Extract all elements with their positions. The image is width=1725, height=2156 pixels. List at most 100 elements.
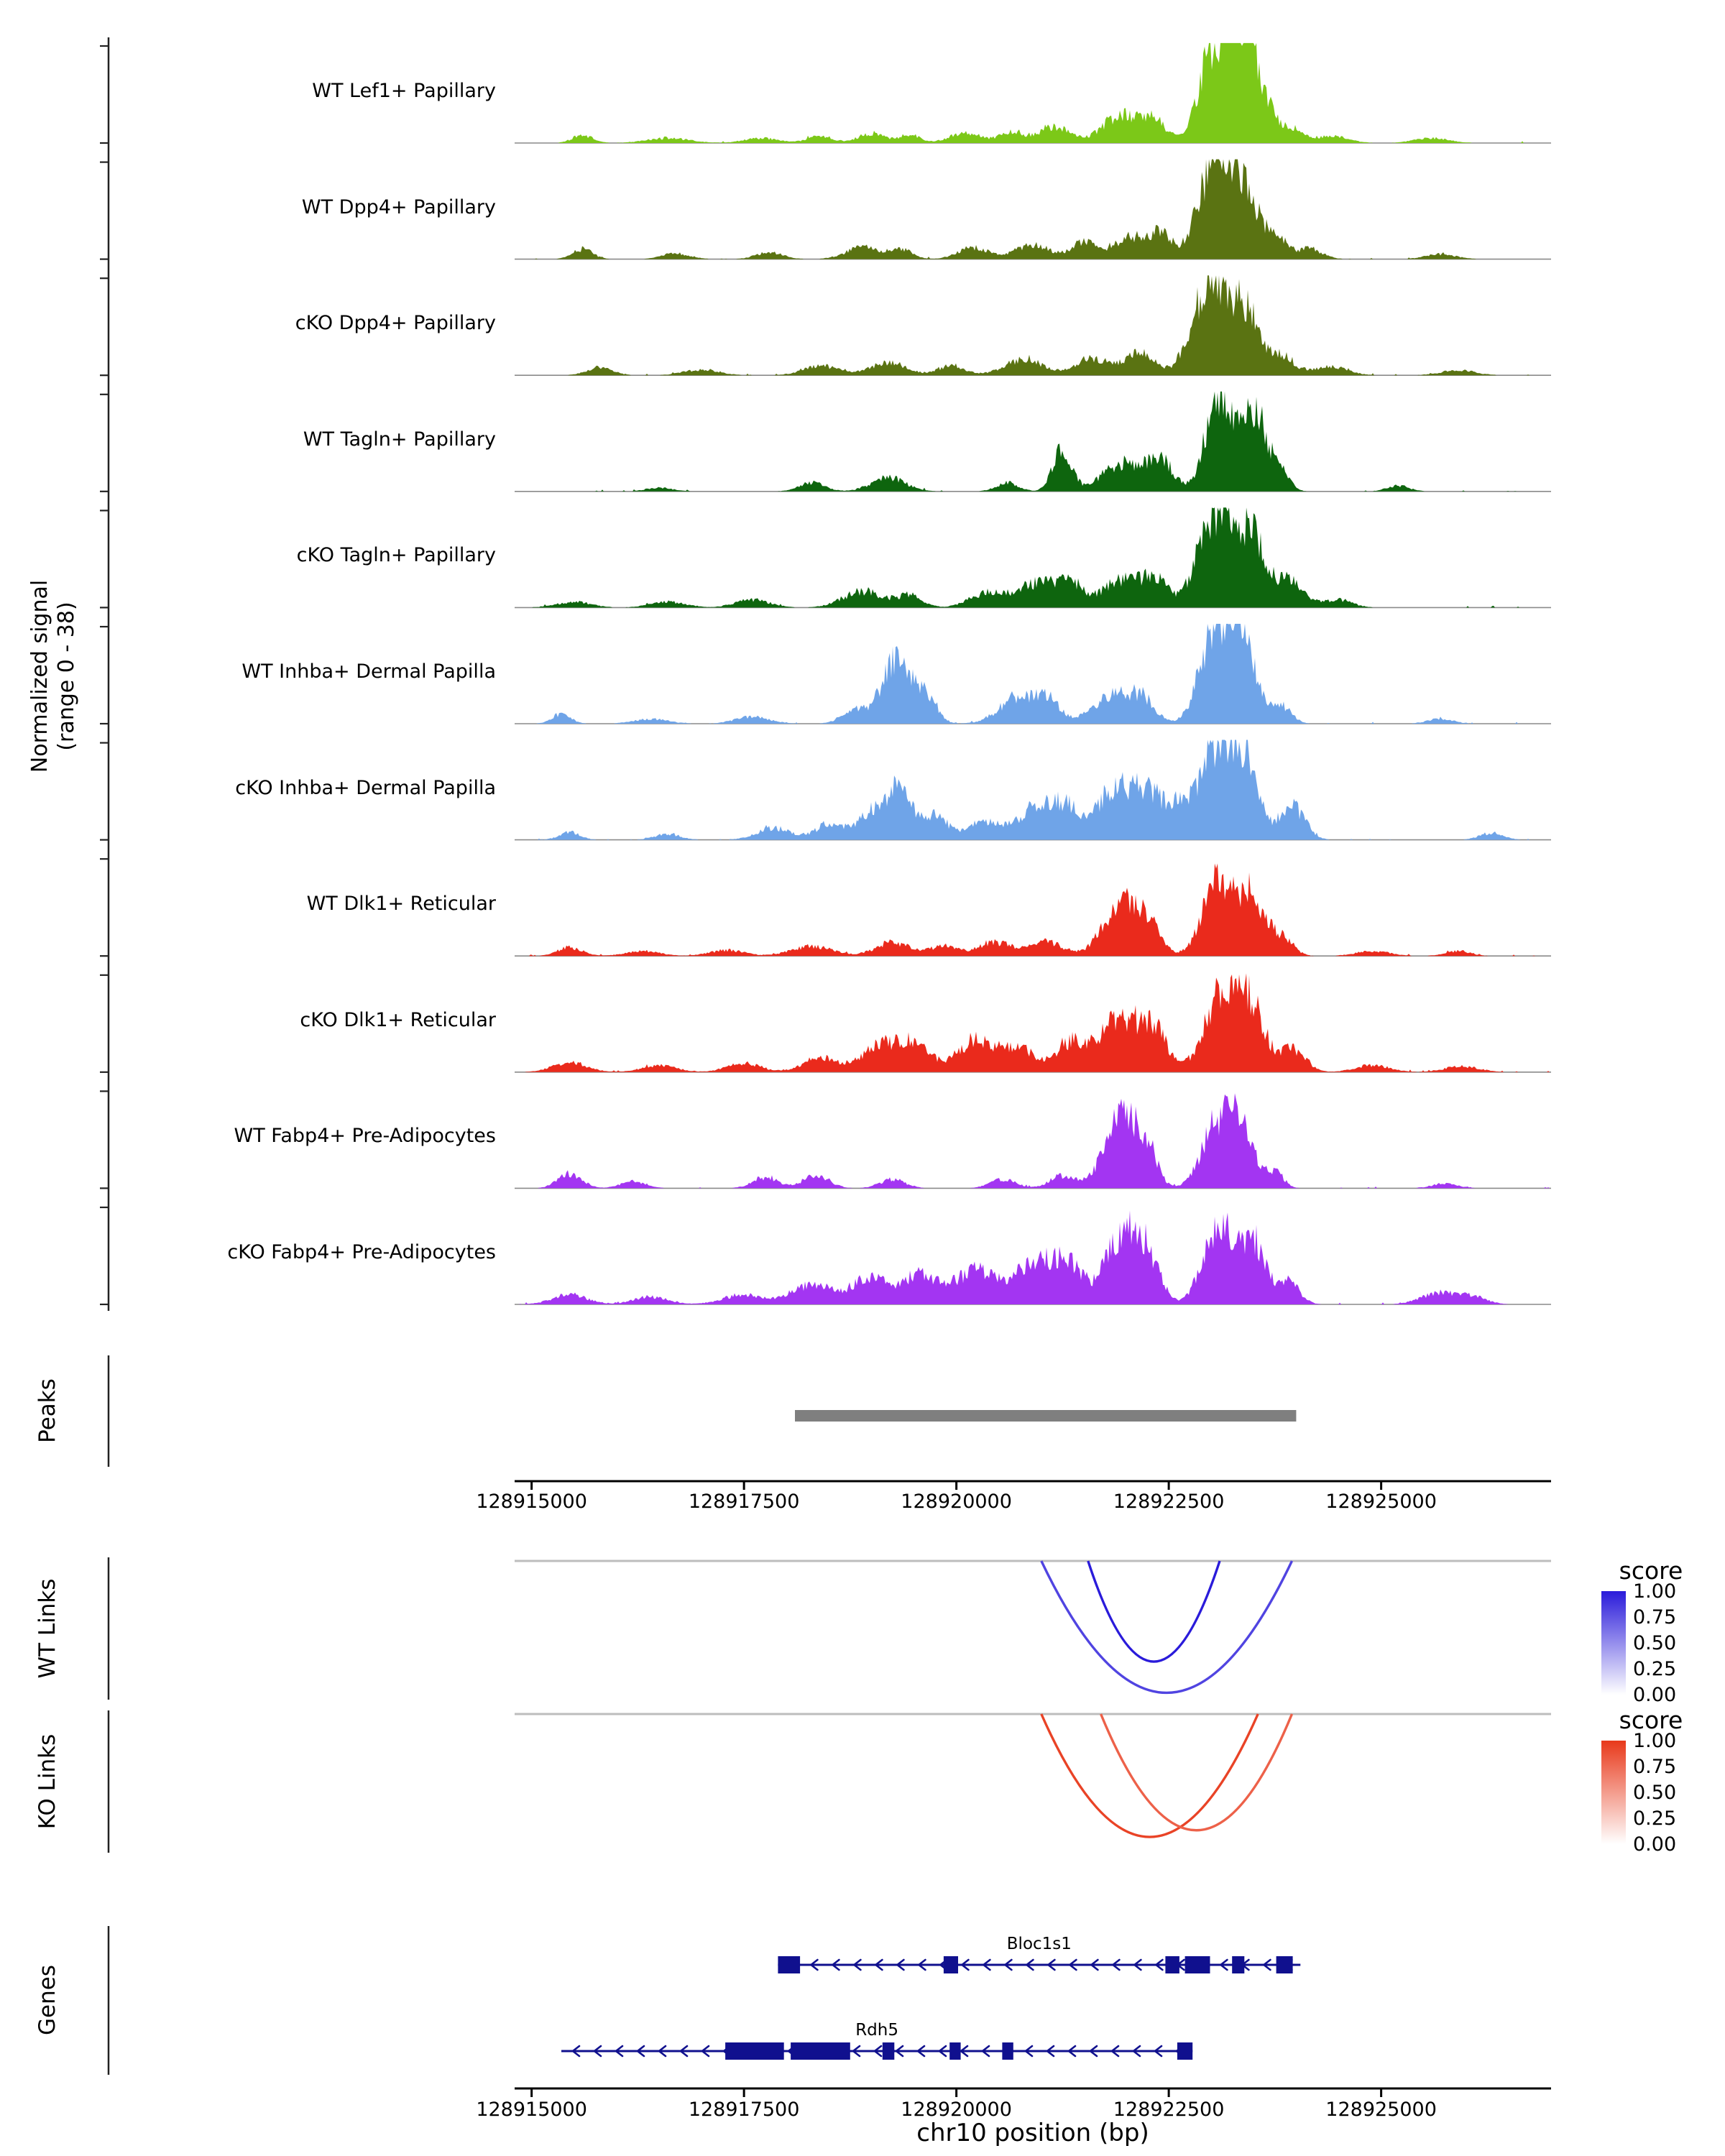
gene-exon: [1276, 1956, 1293, 1973]
wt-link-arc: [1087, 1560, 1221, 1663]
strand-arrow-icon: [1045, 2045, 1055, 2058]
gene-exon: [1177, 2042, 1193, 2060]
genome-axis-tick-label: 128915000: [476, 1491, 587, 1513]
gene-exon: [1165, 1956, 1179, 1973]
strand-arrow-icon: [1262, 1958, 1271, 1971]
ko-score-legend-tick: 0.75: [1633, 1756, 1677, 1778]
gene-exon: [1002, 2042, 1013, 2060]
strand-arrow-icon: [980, 2045, 990, 2058]
strand-arrow-icon: [916, 2045, 926, 2058]
strand-arrow-icon: [571, 2045, 581, 2058]
gene-exon: [882, 2042, 895, 2060]
ko-score-legend-tick: 0.50: [1633, 1782, 1677, 1804]
strand-arrow-icon: [852, 1958, 862, 1971]
strand-arrow-icon: [1133, 1958, 1142, 1971]
genome-axis-tick-label: 128917500: [688, 1491, 800, 1513]
gene-exon: [1184, 1956, 1210, 1973]
strand-arrow-icon: [678, 2045, 689, 2058]
strand-arrow-icon: [894, 2045, 904, 2058]
wt-score-legend-tick: 0.75: [1633, 1606, 1677, 1628]
track-label: cKO Dlk1+ Reticular: [300, 1008, 496, 1031]
strand-arrow-icon: [874, 1958, 883, 1971]
strand-arrow-icon: [1067, 2045, 1077, 2058]
gene-exon: [943, 1956, 958, 1973]
track-label: WT Tagln+ Papillary: [303, 428, 496, 451]
gene-name-label: Rdh5: [855, 2021, 898, 2040]
strand-arrow-icon: [873, 2045, 883, 2058]
strand-arrow-icon: [657, 2045, 667, 2058]
strand-arrow-icon: [1111, 1958, 1121, 1971]
track-label: cKO Tagln+ Papillary: [296, 544, 496, 567]
ko-score-legend-title: score: [1619, 1706, 1683, 1734]
gene-exon: [778, 1956, 801, 1973]
track-label: WT Lef1+ Papillary: [312, 80, 496, 102]
genome-axis-tick-label: 128915000: [476, 2099, 587, 2121]
gene-exon: [949, 2042, 961, 2060]
gene-exon: [791, 2042, 850, 2060]
gene-exon: [1232, 1956, 1245, 1973]
ko-link-arc: [1040, 1713, 1259, 1838]
peaks-section-label: Peaks: [34, 1378, 60, 1443]
genome-axis-tick-label: 128920000: [901, 1491, 1012, 1513]
signal-area: [515, 1093, 1551, 1189]
gene-name-label: Bloc1s1: [1006, 1935, 1072, 1953]
strand-arrow-icon: [917, 1958, 926, 1971]
signal-area: [515, 159, 1551, 259]
strand-arrow-icon: [960, 1958, 970, 1971]
signal-area: [515, 740, 1551, 840]
strand-arrow-icon: [1131, 2045, 1141, 2058]
genes-section-label: Genes: [34, 1965, 60, 2035]
ko-link-arc: [1100, 1713, 1294, 1832]
signal-area: [515, 1210, 1551, 1304]
ko-links-section-label: KO Links: [34, 1733, 60, 1830]
signal-area: [515, 42, 1551, 144]
wt-score-legend-tick: 0.50: [1633, 1632, 1677, 1654]
ko-score-colorbar: [1601, 1741, 1626, 1844]
strand-arrow-icon: [1068, 1958, 1077, 1971]
strand-arrow-icon: [1153, 2045, 1163, 2058]
genome-axis-tick-label: 128922500: [1113, 1491, 1225, 1513]
strand-arrow-icon: [896, 1958, 905, 1971]
gene-exon: [725, 2042, 784, 2060]
genome-axis-tick-label: 128922500: [1113, 2099, 1225, 2121]
strand-arrow-icon: [1025, 1958, 1034, 1971]
wt-link-arc: [1040, 1560, 1294, 1695]
genome-axis-tick-label: 128925000: [1325, 2099, 1437, 2121]
wt-score-colorbar: [1601, 1591, 1626, 1695]
strand-arrow-icon: [1024, 2045, 1034, 2058]
peak-region-bar: [795, 1410, 1297, 1422]
strand-arrow-icon: [1090, 1958, 1099, 1971]
strand-arrow-icon: [700, 2045, 710, 2058]
genome-axis-tick-label: 128917500: [688, 2099, 800, 2121]
strand-arrow-icon: [1003, 1958, 1013, 1971]
strand-arrow-icon: [1046, 1958, 1056, 1971]
strand-arrow-icon: [831, 1958, 840, 1971]
signal-area: [515, 863, 1551, 957]
wt-score-legend-tick: 0.25: [1633, 1658, 1677, 1680]
track-label: WT Dpp4+ Papillary: [301, 195, 496, 218]
wt-score-legend-title: score: [1619, 1557, 1683, 1585]
track-label: cKO Fabp4+ Pre-Adipocytes: [227, 1241, 496, 1263]
strand-arrow-icon: [635, 2045, 645, 2058]
wt-score-legend-tick: 0.00: [1633, 1684, 1677, 1706]
strand-arrow-icon: [851, 2045, 861, 2058]
x-axis-title: chr10 position (bp): [916, 2119, 1149, 2147]
strand-arrow-icon: [1219, 1958, 1228, 1971]
ko-score-legend-tick: 0.25: [1633, 1807, 1677, 1830]
track-label: cKO Inhba+ Dermal Papilla: [235, 776, 496, 799]
ko-score-legend-tick: 0.00: [1633, 1833, 1677, 1856]
strand-arrow-icon: [1154, 1958, 1164, 1971]
signal-area: [515, 275, 1551, 376]
track-label: WT Fabp4+ Pre-Adipocytes: [234, 1125, 497, 1148]
signal-area: [515, 973, 1551, 1072]
track-label: WT Inhba+ Dermal Papilla: [242, 660, 496, 683]
signal-area: [515, 507, 1551, 608]
genome-axis-tick-label: 128925000: [1325, 1491, 1437, 1513]
track-label: WT Dlk1+ Reticular: [306, 893, 496, 916]
track-label: cKO Dpp4+ Papillary: [295, 312, 496, 335]
strand-arrow-icon: [614, 2045, 624, 2058]
strand-arrow-icon: [1088, 2045, 1098, 2058]
wt-score-legend-tick: 1.00: [1633, 1580, 1677, 1603]
